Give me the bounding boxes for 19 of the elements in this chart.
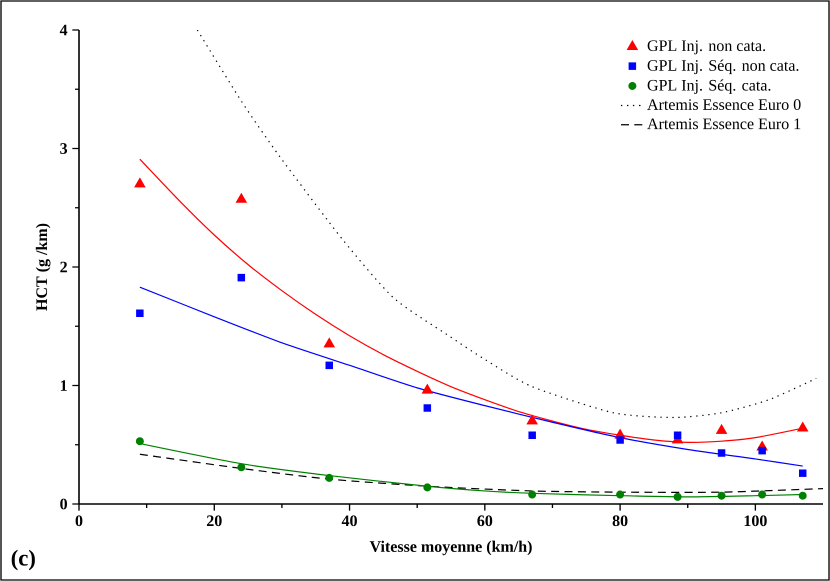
y-tick-label: 4 — [60, 24, 68, 36]
y-axis-title: HCT (g /km) — [36, 224, 50, 311]
legend-label: Artemis Essence Euro 0 — [647, 99, 801, 110]
x-tick-label: 40 — [342, 515, 357, 526]
x-tick-label: 80 — [612, 515, 628, 526]
legend-label: GPL Inj. non cata. — [648, 40, 766, 54]
x-tick-label: 0 — [76, 515, 82, 526]
y-tick-label: 3 — [60, 143, 68, 154]
text: (c) — [12, 550, 35, 570]
x-axis-title: Vitesse moyenne (km/h) — [370, 540, 532, 556]
legend-label: GPL Inj. Séq. cata. — [648, 79, 770, 94]
y-tick-label: 1 — [60, 380, 67, 391]
x-tick-label: 100 — [744, 515, 767, 526]
y-tick-label: 2 — [60, 262, 67, 272]
x-tick-label: 60 — [477, 515, 492, 526]
legend-label: GPL Inj. Séq. non cata. — [648, 60, 798, 74]
x-tick-label: 20 — [206, 515, 222, 526]
legend-label: Artemis Essence Euro 1 — [647, 118, 800, 130]
y-tick-label: 0 — [60, 498, 68, 510]
